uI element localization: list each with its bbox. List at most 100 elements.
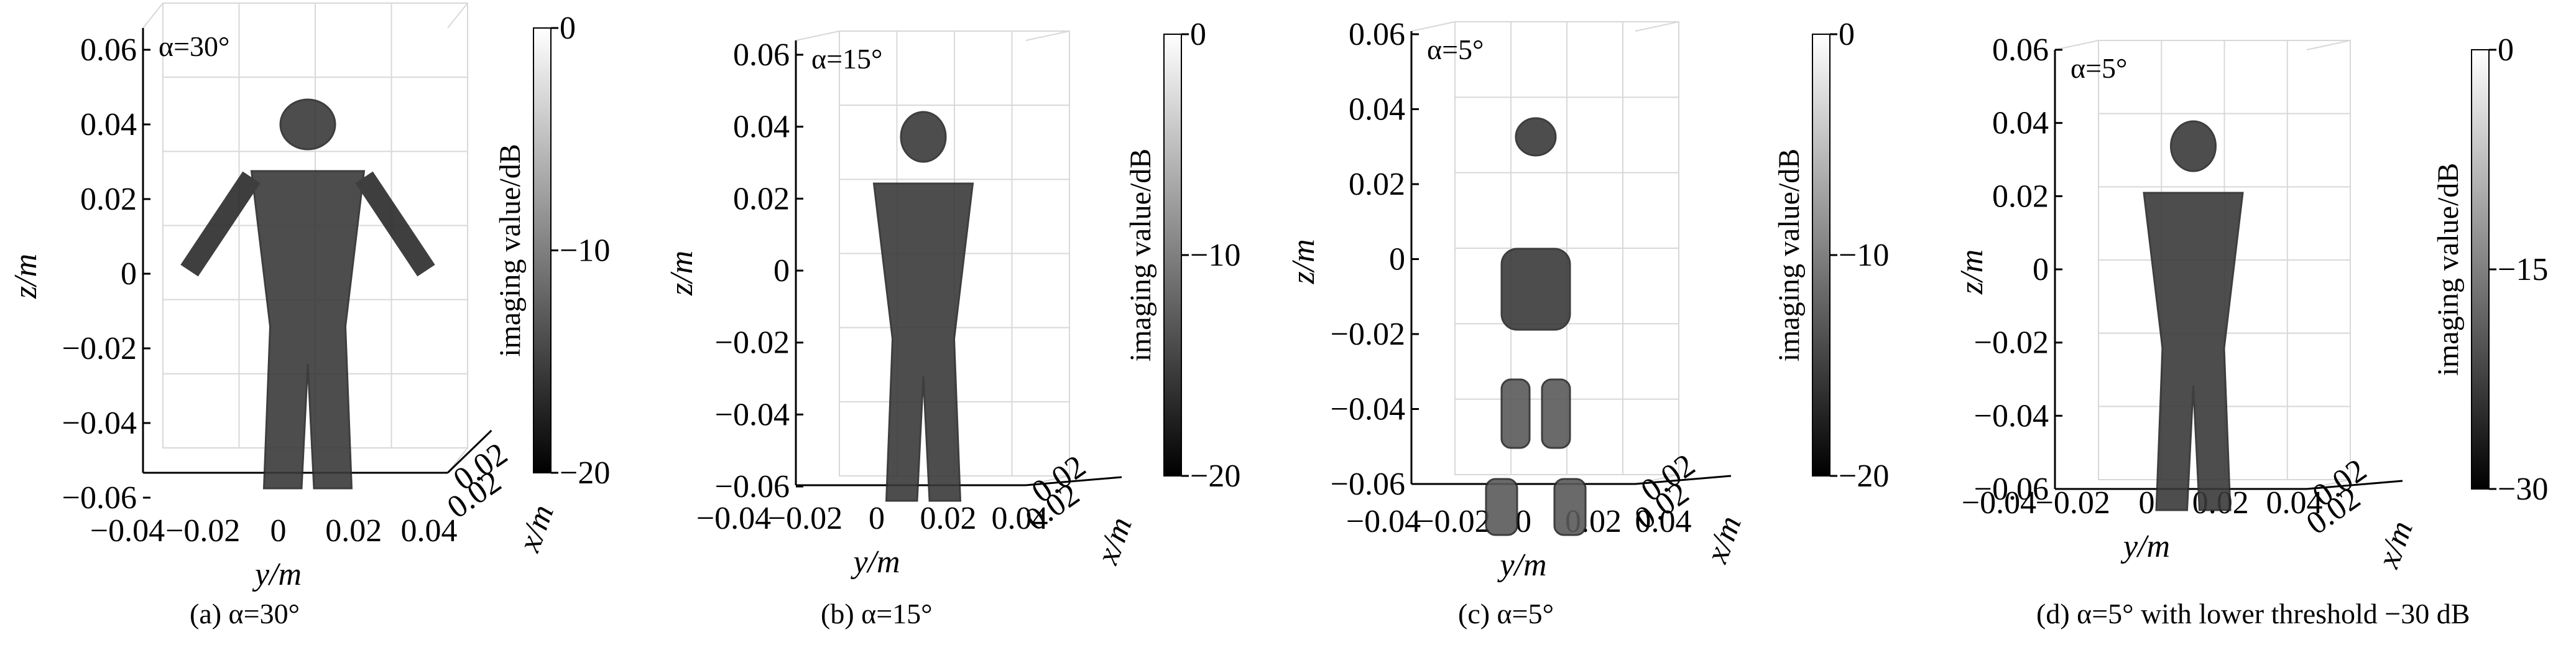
z-tick-label: −0.02 <box>1331 317 1405 352</box>
colorbar-tick-label: −30 <box>2498 472 2548 507</box>
colorbar: 0 −10 −20 imaging value/dB <box>494 11 610 491</box>
x-axis-label: x/m <box>511 500 561 557</box>
alpha-label: α=5° <box>2070 52 2127 84</box>
y-tick-label: −0.02 <box>768 501 843 536</box>
z-tick-label: 0.02 <box>733 181 790 216</box>
x-axis-ticks: 0.020.02 <box>441 436 514 526</box>
y-axis-label: y/m <box>252 557 302 592</box>
colorbar-tick-label: −15 <box>2498 252 2548 287</box>
y-tick-label: −0.02 <box>1416 504 1490 539</box>
z-axis-label: z/m <box>664 251 699 296</box>
z-tick-label: −0.06 <box>715 469 790 505</box>
image-blob-left-thigh <box>1500 378 1531 449</box>
y-tick-label: −0.04 <box>696 501 771 536</box>
colorbar-gradient <box>1163 34 1182 477</box>
y-axis-label: y/m <box>850 544 900 580</box>
z-axis-ticks: 0.06 0.04 0.02 0 −0.02 −0.04 −0.06 <box>62 32 150 516</box>
image-blob-head <box>900 111 947 163</box>
z-tick-label: −0.04 <box>62 406 137 441</box>
colorbar-tick-label: −20 <box>560 455 610 491</box>
z-tick-label: 0.04 <box>1992 106 2049 141</box>
y-axis-label: y/m <box>2120 529 2170 564</box>
y-tick-label: 0.04 <box>401 513 458 549</box>
y-tick-label: −0.02 <box>165 513 240 549</box>
y-tick-label: −0.04 <box>1962 485 2036 521</box>
image-blob-body <box>250 170 366 490</box>
image-blob-right-thigh <box>1541 378 1571 449</box>
panel-caption: (c) α=5° <box>1458 598 1554 630</box>
z-tick-label: −0.06 <box>62 480 137 516</box>
z-tick-label: −0.04 <box>715 397 790 432</box>
colorbar-tick-label: 0 <box>560 11 576 46</box>
alpha-label: α=15° <box>811 43 882 75</box>
z-tick-label: 0.04 <box>1349 92 1405 128</box>
y-tick-label: 0 <box>270 513 287 549</box>
z-tick-label: 0 <box>1389 242 1405 277</box>
colorbar: 0 −15 −30 imaging value/dB <box>2432 32 2548 507</box>
y-tick-label: 0.04 <box>992 501 1048 536</box>
colorbar: 0 −10 −20 imaging value/dB <box>1773 17 1889 494</box>
colorbar-tick-label: −10 <box>1190 238 1240 273</box>
panel-b: 0.06 0.04 0.02 0 −0.02 −0.04 −0.06 z/m −0.04 −0.0… <box>647 0 1276 665</box>
radar-image-figure <box>180 98 435 490</box>
y-tick-label: 0 <box>2139 485 2155 521</box>
colorbar-label: imaging value/dB <box>2432 163 2465 376</box>
y-axis-label: y/m <box>1497 547 1546 583</box>
colorbar-tick-label: 0 <box>2498 32 2514 68</box>
colorbar-tick-label: −10 <box>560 233 610 269</box>
panel-c-plot: 0.060.040.020−0.02−0.04−0.06z/m−0.04−0.0… <box>1286 17 1889 583</box>
alpha-label: α=5° <box>1427 34 1484 65</box>
z-tick-label: 0.02 <box>1349 167 1405 202</box>
z-tick-label: −0.02 <box>62 331 137 366</box>
z-tick-label: 0.06 <box>1349 17 1405 52</box>
z-tick-label: 0.06 <box>733 37 790 73</box>
image-blob-body <box>2143 192 2244 511</box>
z-tick-label: 0 <box>121 256 137 292</box>
colorbar-tick-label: 0 <box>1839 17 1855 52</box>
panel-d-plot: 0.060.040.020−0.02−0.04−0.06z/m−0.04−0.0… <box>1954 32 2548 573</box>
image-blob-head <box>279 98 336 151</box>
y-tick-label: 0.02 <box>325 513 382 549</box>
radar-image-figure <box>2143 120 2244 511</box>
image-blob-left-leg <box>1485 478 1518 536</box>
alpha-label: α=30° <box>159 30 229 62</box>
y-axis-ticks: −0.04−0.02 0 0.02 0.04 <box>696 501 1048 536</box>
y-tick-label: 0.02 <box>920 501 977 536</box>
y-tick-label: 0.04 <box>2266 485 2323 521</box>
x-axis-label: x/m <box>1089 513 1139 569</box>
panel-caption: (a) α=30° <box>190 598 300 630</box>
z-axis-ticks: 0.06 0.04 0.02 0 −0.02 −0.04 −0.06 <box>1331 17 1419 502</box>
panel-caption: (d) α=5° with lower threshold −30 dB <box>2036 598 2470 630</box>
z-axis-label: z/m <box>1954 249 1990 295</box>
x-axis-label: x/m <box>2370 516 2420 573</box>
panel-a-plot: 0.060.040.020−0.02−0.04−0.06z/m−0.04 −0.0… <box>8 2 610 592</box>
z-tick-label: −0.02 <box>1974 325 2049 361</box>
z-tick-label: 0 <box>773 253 790 289</box>
z-tick-label: −0.06 <box>1331 467 1405 502</box>
z-axis-label: z/m <box>1286 239 1321 284</box>
image-blob-body <box>872 182 974 502</box>
radar-image-figure <box>872 111 974 502</box>
colorbar-gradient <box>533 27 552 473</box>
colorbar-tick-label: −10 <box>1839 238 1889 273</box>
z-tick-label: −0.06 <box>1974 472 2049 507</box>
z-tick-label: −0.04 <box>1974 398 2049 434</box>
z-tick-label: 0.06 <box>1992 32 2049 68</box>
z-tick-label: 0.04 <box>80 107 137 142</box>
image-blob-right-arm <box>355 171 435 277</box>
z-axis-label: z/m <box>8 254 44 299</box>
y-tick-label: 0.04 <box>1635 504 1692 539</box>
z-tick-label: 0 <box>2033 252 2049 287</box>
y-tick-label: 0 <box>869 501 885 536</box>
z-tick-label: 0.04 <box>733 109 790 145</box>
y-tick-label: −0.04 <box>1346 504 1421 539</box>
image-blob-head <box>2170 120 2217 172</box>
colorbar-gradient <box>2471 49 2490 490</box>
panel-b-plot: 0.060.040.020−0.02−0.04−0.06z/m−0.04−0.0… <box>664 17 1240 580</box>
x-axis-label: x/m <box>1699 511 1748 568</box>
y-tick-label: −0.04 <box>90 513 165 549</box>
panel-d: 0.06 0.04 0.02 0 −0.02 −0.04 −0.06 z/m −0.04 −0.0… <box>1946 0 2576 665</box>
z-tick-label: 0.06 <box>80 32 137 68</box>
z-axis-ticks: 0.06 0.04 0.02 0 −0.02 −0.04 −0.06 <box>715 37 803 505</box>
